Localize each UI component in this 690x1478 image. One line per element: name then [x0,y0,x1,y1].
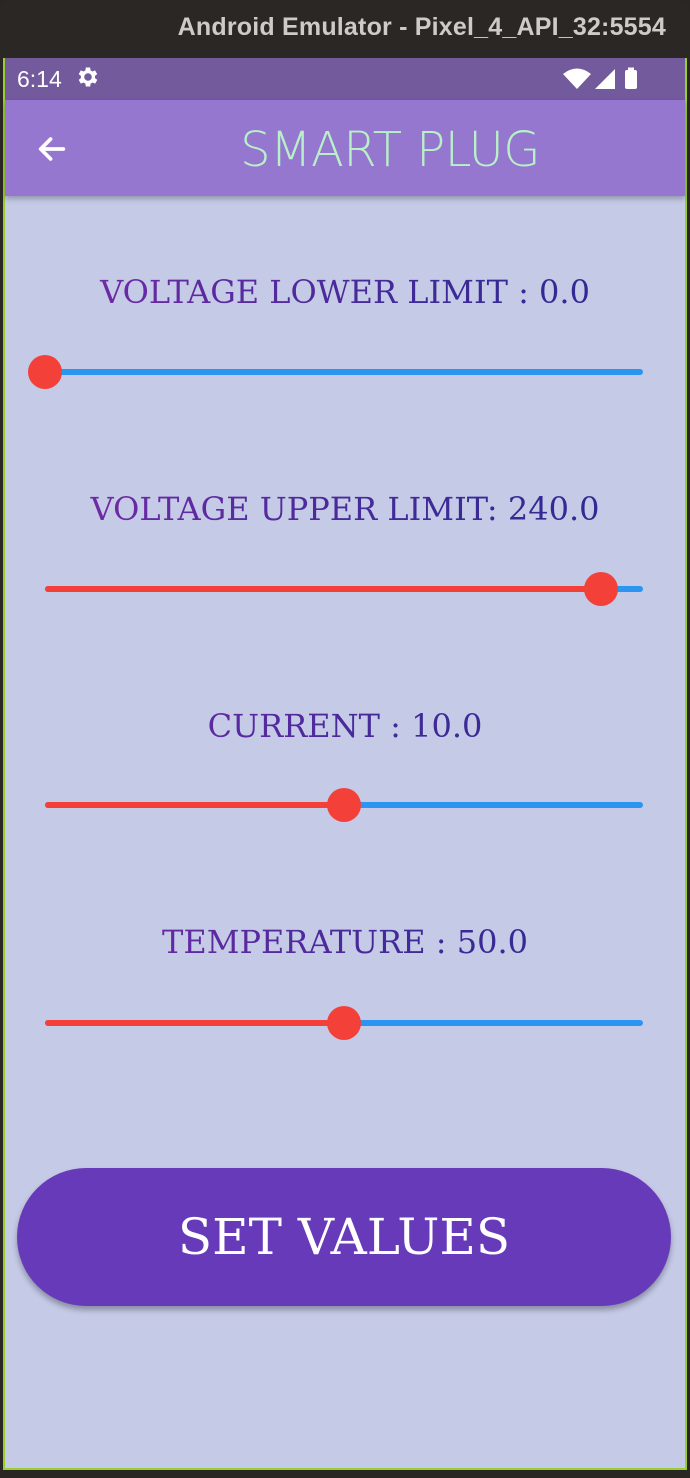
current-slider[interactable] [45,788,643,822]
slider-track [45,369,643,375]
set-values-button[interactable]: SET VALUES [17,1168,671,1306]
window-titlebar[interactable]: Android Emulator - Pixel_4_API_32:5554 [0,0,690,58]
status-icons [563,67,637,89]
battery-icon [625,70,637,89]
wifi-icon [563,68,591,89]
current-label: CURRENT : 10.0 [5,707,685,745]
window-title: Android Emulator - Pixel_4_API_32:5554 [177,13,666,41]
slider-thumb[interactable] [28,355,62,389]
voltage-lower-limit-slider[interactable] [28,355,643,389]
phone-screen: 6:14 SMART PLUG VOLTAGE LOWER LIMIT : 0.… [3,58,687,1470]
app-bar: SMART PLUG [5,100,685,196]
slider-thumb[interactable] [327,1006,361,1040]
app-title: SMART PLUG [240,122,540,178]
temperature-label: TEMPERATURE : 50.0 [5,923,685,961]
temperature-slider[interactable] [45,1006,643,1040]
arrow-left-icon[interactable] [35,132,69,166]
slider-thumb[interactable] [584,572,619,606]
voltage-lower-limit-label: VOLTAGE LOWER LIMIT : 0.0 [5,273,685,311]
slider-fill [45,586,602,592]
voltage-upper-limit-label: VOLTAGE UPPER LIMIT: 240.0 [5,490,685,528]
slider-thumb[interactable] [327,788,361,822]
settings-icon [78,67,98,87]
signal-icon [595,69,615,89]
slider-fill [45,802,344,808]
status-bar: 6:14 [5,58,685,100]
status-time: 6:14 [17,66,62,92]
slider-fill [45,1020,344,1026]
voltage-upper-limit-slider[interactable] [45,572,643,606]
